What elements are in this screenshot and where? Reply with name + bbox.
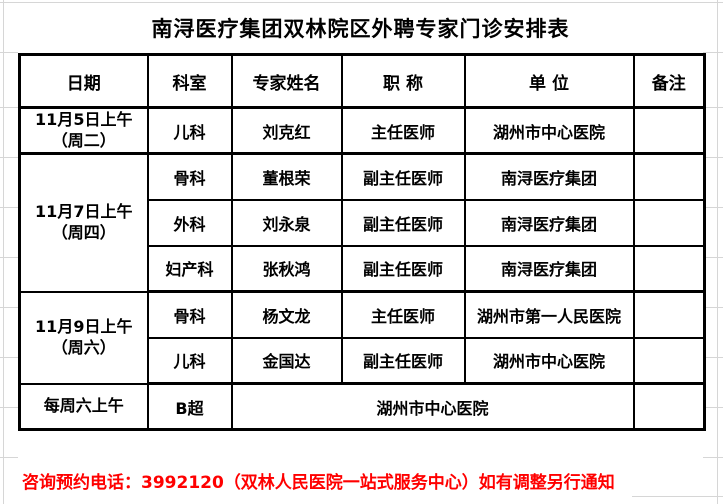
job-title-cell: 主任医师 — [340, 290, 466, 339]
dept-cell: 骨科 — [146, 290, 233, 339]
gridline — [703, 407, 723, 408]
organization-cell: 南浔医疗集团 — [463, 244, 635, 293]
expert-name-cell: 董根荣 — [230, 152, 343, 201]
gridline — [0, 357, 18, 358]
booking-phone-note: 咨询预约电话：3992120（双林人民医院一站式服务中心）如有调整另行通知 — [22, 472, 615, 493]
expert-name-cell: 金国达 — [230, 336, 343, 385]
table-row: 外科 刘永泉 副主任医师 南浔医疗集团 — [20, 198, 706, 247]
dept-cell: 外科 — [146, 198, 233, 247]
gridline — [0, 207, 18, 208]
date-cell: 11月7日上午 （周四） — [18, 152, 149, 293]
gridline — [703, 357, 723, 358]
dept-cell: 妇产科 — [146, 244, 233, 293]
date-cell: 11月9日上午 （周六） — [18, 290, 149, 385]
col-header-organization: 单 位 — [463, 53, 635, 109]
gridline — [0, 2, 723, 3]
organization-cell: 湖州市中心医院 — [463, 106, 635, 155]
col-header-dept: 科室 — [146, 53, 233, 109]
gridline — [0, 307, 18, 308]
gridline — [0, 457, 18, 458]
page-title: 南浔医疗集团双林院区外聘专家门诊安排表 — [151, 17, 570, 41]
organization-cell: 湖州市中心医院 — [463, 336, 635, 385]
gridline — [0, 257, 18, 258]
remark-cell — [632, 336, 706, 385]
job-title-cell: 副主任医师 — [340, 152, 466, 201]
remark-cell — [632, 152, 706, 201]
remark-cell — [632, 198, 706, 247]
schedule-table: 日期 科室 专家姓名 职 称 单 位 备注 11月5日上午 （周二） 儿科 刘克… — [18, 53, 706, 431]
gridline — [703, 157, 723, 158]
table-row: 11月5日上午 （周二） 儿科 刘克红 主任医师 湖州市中心医院 — [18, 106, 706, 155]
table-row: 每周六上午 B超 湖州市中心医院 — [18, 382, 706, 431]
gridline — [703, 52, 723, 53]
gridline — [632, 496, 723, 497]
job-title-cell: 副主任医师 — [340, 244, 466, 293]
expert-name-cell: 杨文龙 — [230, 290, 343, 339]
date-cell: 每周六上午 — [18, 382, 149, 431]
table-row: 11月7日上午 （周四） 骨科 董根荣 副主任医师 南浔医疗集团 — [18, 152, 706, 293]
gridline — [3, 0, 4, 504]
gridline — [0, 52, 18, 53]
col-header-remark: 备注 — [632, 53, 706, 109]
dept-cell: B超 — [146, 382, 233, 431]
gridline — [703, 257, 723, 258]
table-row: 儿科 金国达 副主任医师 湖州市中心医院 — [20, 336, 706, 385]
header-row: 日期 科室 专家姓名 职 称 单 位 备注 — [18, 53, 706, 109]
expert-name-cell: 刘永泉 — [230, 198, 343, 247]
job-title-cell: 主任医师 — [340, 106, 466, 155]
col-header-date: 日期 — [18, 53, 149, 109]
organization-cell: 湖州市第一人民医院 — [463, 290, 635, 339]
organization-cell: 南浔医疗集团 — [463, 152, 635, 201]
remark-cell — [632, 244, 706, 293]
col-header-job-title: 职 称 — [340, 53, 466, 109]
organization-cell: 湖州市中心医院 — [230, 382, 635, 431]
gridline — [717, 0, 718, 504]
gridline — [703, 457, 723, 458]
table-row: 11月9日上午 （周六） 骨科 杨文龙 主任医师 湖州市第一人民医院 — [18, 290, 706, 385]
table-row: 妇产科 张秋鸿 副主任医师 南浔医疗集团 — [20, 244, 706, 293]
expert-name-cell: 刘克红 — [230, 106, 343, 155]
gridline — [0, 407, 18, 408]
dept-cell: 儿科 — [146, 336, 233, 385]
remark-cell — [632, 382, 706, 431]
dept-cell: 骨科 — [146, 152, 233, 201]
organization-cell: 南浔医疗集团 — [463, 198, 635, 247]
expert-name-cell: 张秋鸿 — [230, 244, 343, 293]
job-title-cell: 副主任医师 — [340, 336, 466, 385]
gridline — [703, 307, 723, 308]
date-cell: 11月5日上午 （周二） — [18, 106, 149, 155]
gridline — [0, 157, 18, 158]
dept-cell: 儿科 — [146, 106, 233, 155]
remark-cell — [632, 106, 706, 155]
gridline — [0, 107, 18, 108]
gridline — [703, 207, 723, 208]
col-header-expert-name: 专家姓名 — [230, 53, 343, 109]
gridline — [703, 107, 723, 108]
job-title-cell: 副主任医师 — [340, 198, 466, 247]
remark-cell — [632, 290, 706, 339]
